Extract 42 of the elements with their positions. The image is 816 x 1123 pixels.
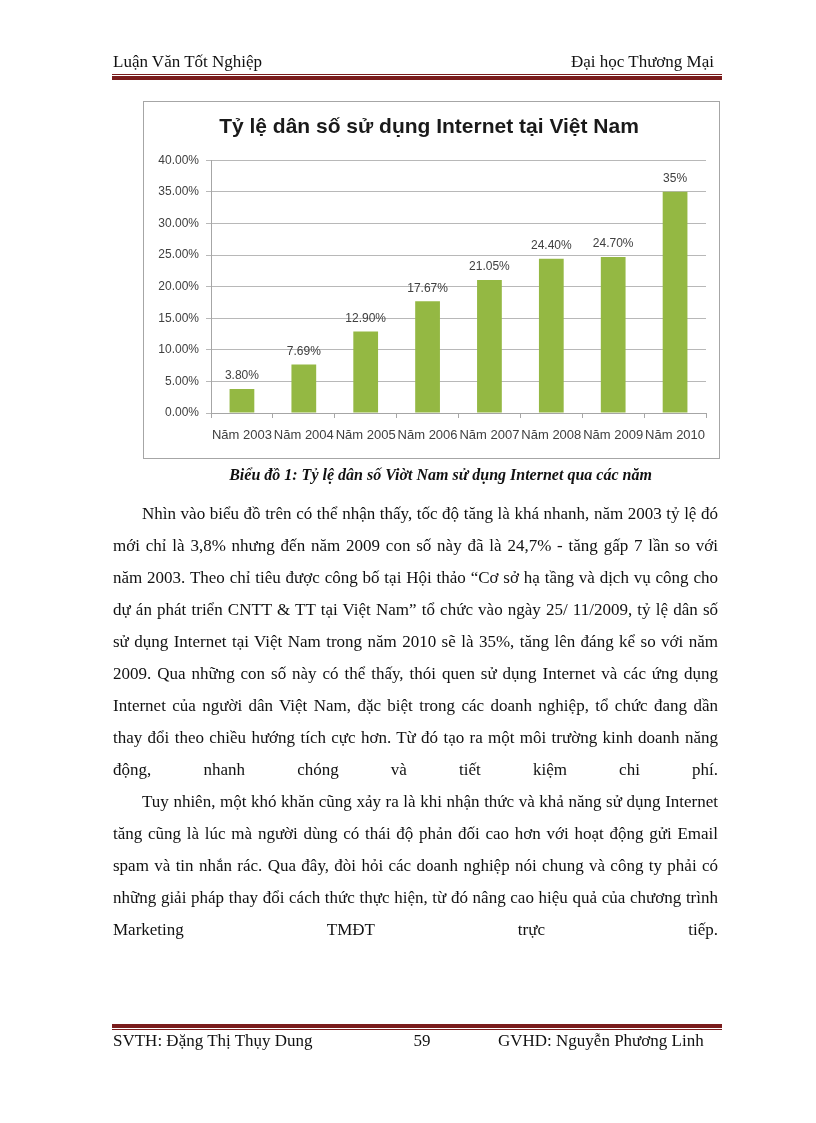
bar — [229, 388, 255, 413]
data-label: 7.69% — [286, 343, 322, 358]
y-tick-label: 5.00% — [164, 373, 200, 388]
y-tick-label: 25.00% — [158, 247, 200, 262]
y-tick-label: 0.00% — [164, 405, 200, 420]
y-tick-label: 20.00% — [158, 278, 200, 293]
bar — [662, 191, 688, 413]
x-tick-label: Năm 2003 — [211, 427, 272, 443]
x-tick-label: Năm 2006 — [397, 427, 458, 443]
y-tick-label: 15.00% — [158, 310, 200, 325]
bar — [600, 256, 626, 413]
y-tick-label: 40.00% — [158, 152, 200, 167]
bar — [353, 331, 379, 413]
bar — [415, 301, 440, 413]
data-label: 3.80% — [224, 368, 260, 383]
x-tick-label: Năm 2007 — [459, 427, 520, 443]
y-tick-label: 35.00% — [158, 184, 200, 199]
text: Nhìn vào biểu đồ trên có thể nhận thấy, tốc độ tăng là khá nhanh, năm 2003 tỷ lệ đó mới chỉ là 3,8% nhưng đến năm 2009 con số này đã là 24,7% - tăng gấp 7 lần so với năm 2003. Theo chỉ tiêu được công bố tại Hội thảo “Cơ sở hạ tầng và dịch vụ công cho dự án phát triển CNTT & TT tại Việt Nam” tổ chức vào ngày 25/ 11/2009, tỷ lệ dân số sử dụng Internet tại Việt Nam trong năm 2010 sẽ là 35%, tăng lên đáng kể so với năm 2009. Qua những con số này có thể thấy, thói quen sử dụng Internet và các ứng dụng Internet của người dân Việt Nam, đặc biệt trong các doanh nghiệp, tổ chức đang dần thay đổi theo chiều hướng tích cực hơn. Từ đó tạo ra một môi trường kinh doanh năng động, nhanh chóng và tiết kiệm chi phí. — [113, 504, 718, 779]
data-label: 35% — [663, 171, 688, 186]
data-label: 17.67% — [407, 280, 449, 295]
text: Luận Văn Tốt Nghiệp — [113, 52, 263, 72]
bar — [538, 258, 564, 413]
data-label: 12.90% — [345, 310, 387, 325]
bar — [477, 279, 502, 413]
y-tick-label: 10.00% — [158, 342, 200, 357]
x-tick-label: Năm 2010 — [645, 427, 706, 443]
data-label: 24.40% — [530, 238, 572, 253]
x-tick-label: Năm 2009 — [583, 427, 644, 443]
text: SVTH: Đặng Thị Thụy Dung — [113, 1031, 313, 1051]
text: Tuy nhiên, một khó khăn cũng xảy ra là khi nhận thức và khả năng sử dụng Internet tăng cũng là lúc mà người dùng có thái độ phản đối cao hơn với hoạt động gửi Email spam và tin nhắn rác. Qua đây, đòi hỏi các doanh nghiệp nói chung và công ty phải có những giải pháp thay đổi cách thức thực hiện, từ đó nâng cao hiệu quả của chương trình Marketing TMĐT trực tiếp. — [113, 791, 718, 941]
text: GVHD: Nguyễn Phương Linh — [498, 1031, 704, 1051]
text: 59 — [413, 1031, 431, 1051]
text: Biểu đồ 1: Tỷ lệ dân số Viờt Nam sử dụng Internet qua các năm — [228, 466, 653, 484]
text: Đại học Thương Mại — [570, 52, 714, 72]
x-tick-label: Năm 2008 — [521, 427, 582, 443]
x-tick-label: Năm 2004 — [273, 427, 334, 443]
data-label: 24.70% — [592, 236, 634, 251]
y-tick-label: 30.00% — [158, 215, 200, 230]
bar — [291, 364, 317, 413]
x-tick-label: Năm 2005 — [335, 427, 396, 443]
data-label: 21.05% — [469, 259, 511, 274]
chart-title: Tỷ lệ dân số sử dụng Internet tại Việt Nam — [219, 114, 639, 138]
